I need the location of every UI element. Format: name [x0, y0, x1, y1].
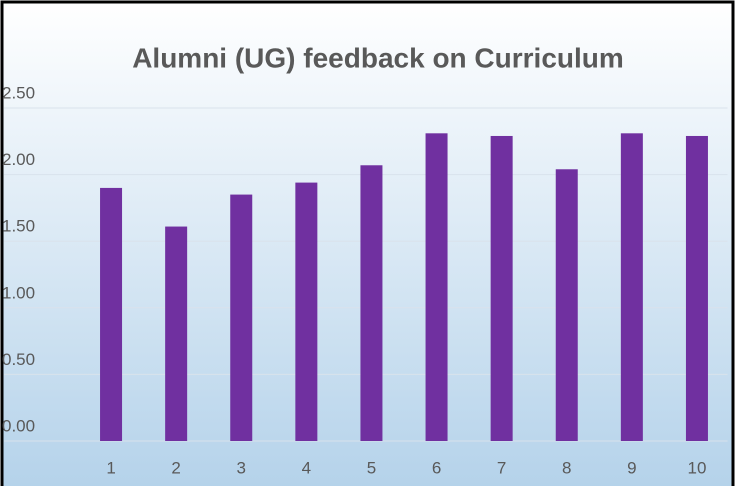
x-tick-label: 4 [302, 458, 311, 477]
y-tick-label: 1.50 [2, 217, 35, 236]
bar [230, 194, 253, 441]
y-tick-label: 2.50 [2, 83, 35, 102]
x-tick-label: 7 [497, 458, 506, 477]
x-tick-label: 1 [106, 458, 115, 477]
bar [620, 133, 643, 442]
bar [360, 165, 383, 441]
bar [685, 135, 708, 442]
y-tick-label: 0.00 [2, 416, 35, 435]
bar [425, 133, 448, 442]
x-tick-label: 5 [367, 458, 376, 477]
x-tick-label: 10 [687, 458, 706, 477]
bar [165, 226, 188, 441]
y-tick-label: 0.50 [2, 350, 35, 369]
x-tick-label: 6 [432, 458, 441, 477]
bar [555, 169, 578, 441]
x-tick-label: 2 [171, 458, 180, 477]
x-tick-label: 8 [562, 458, 571, 477]
y-tick-label: 2.00 [2, 150, 35, 169]
x-tick-label: 9 [627, 458, 636, 477]
chart-title: Alumni (UG) feedback on Curriculum [132, 42, 624, 73]
bar [295, 182, 318, 442]
bar [100, 187, 123, 441]
y-tick-label: 1.00 [2, 283, 35, 302]
x-tick-label: 3 [237, 458, 246, 477]
bar [490, 135, 513, 442]
